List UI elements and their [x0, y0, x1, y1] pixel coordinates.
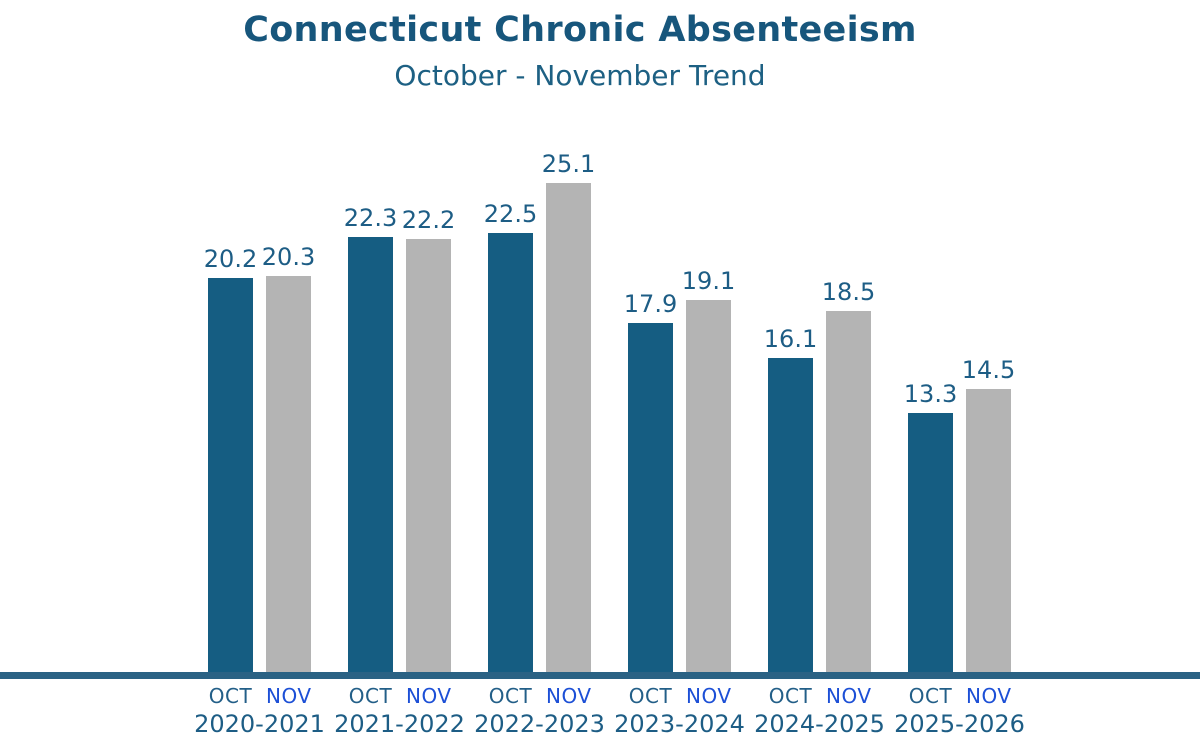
bar-column-oct-2022-2023: 22.5 [484, 200, 537, 672]
bar-nov-2022-2023 [546, 183, 591, 672]
bar-group-2023-2024: 17.9 19.1 [624, 267, 735, 672]
month-label-nov-2020-2021: NOV [266, 684, 312, 708]
value-label-nov-2022-2023: 25.1 [541, 150, 596, 178]
bar-group-2022-2023: 22.5 25.1 [484, 150, 595, 672]
month-labels-2024-2025: OCT NOV [768, 684, 871, 708]
group-label-2024-2025: OCT NOV 2024-2025 [754, 684, 885, 738]
value-label-nov-2021-2022: 22.2 [401, 206, 456, 234]
group-label-2025-2026: OCT NOV 2025-2026 [894, 684, 1025, 738]
year-label-2025-2026: 2025-2026 [894, 710, 1025, 738]
bar-oct-2025-2026 [908, 413, 953, 672]
month-label-nov-2025-2026: NOV [966, 684, 1012, 708]
bar-nov-2020-2021 [266, 276, 311, 672]
bar-oct-2022-2023 [488, 233, 533, 672]
month-labels-2022-2023: OCT NOV [488, 684, 591, 708]
bar-column-oct-2024-2025: 16.1 [764, 325, 817, 672]
bar-column-oct-2023-2024: 17.9 [624, 290, 677, 672]
value-label-oct-2023-2024: 17.9 [623, 290, 678, 318]
month-label-oct-2021-2022: OCT [348, 684, 393, 708]
year-label-2021-2022: 2021-2022 [334, 710, 465, 738]
bar-oct-2021-2022 [348, 237, 393, 672]
value-label-oct-2022-2023: 22.5 [483, 200, 538, 228]
bar-column-nov-2021-2022: 22.2 [402, 206, 455, 672]
bar-column-oct-2021-2022: 22.3 [344, 204, 397, 672]
month-labels-2021-2022: OCT NOV [348, 684, 451, 708]
bar-oct-2020-2021 [208, 278, 253, 672]
bar-nov-2023-2024 [686, 300, 731, 672]
bar-oct-2023-2024 [628, 323, 673, 672]
month-label-nov-2023-2024: NOV [686, 684, 732, 708]
bar-column-oct-2025-2026: 13.3 [904, 380, 957, 672]
group-label-2020-2021: OCT NOV 2020-2021 [194, 684, 325, 738]
month-labels-2025-2026: OCT NOV [908, 684, 1011, 708]
bar-column-oct-2020-2021: 20.2 [204, 245, 257, 672]
year-label-2024-2025: 2024-2025 [754, 710, 885, 738]
value-label-nov-2023-2024: 19.1 [681, 267, 736, 295]
value-label-oct-2024-2025: 16.1 [763, 325, 818, 353]
month-label-nov-2022-2023: NOV [546, 684, 592, 708]
bar-column-nov-2020-2021: 20.3 [262, 243, 315, 672]
x-axis-baseline [0, 672, 1200, 679]
year-label-2022-2023: 2022-2023 [474, 710, 605, 738]
month-label-oct-2020-2021: OCT [208, 684, 253, 708]
bar-oct-2024-2025 [768, 358, 813, 672]
chart-header: Connecticut Chronic Absenteeism October … [0, 10, 1160, 92]
bar-nov-2024-2025 [826, 311, 871, 672]
value-label-nov-2025-2026: 14.5 [961, 356, 1016, 384]
bar-column-nov-2024-2025: 18.5 [822, 278, 875, 672]
value-label-oct-2021-2022: 22.3 [343, 204, 398, 232]
bar-column-nov-2023-2024: 19.1 [682, 267, 735, 672]
month-label-nov-2024-2025: NOV [826, 684, 872, 708]
month-label-oct-2025-2026: OCT [908, 684, 953, 708]
value-label-nov-2020-2021: 20.3 [261, 243, 316, 271]
bar-group-2021-2022: 22.3 22.2 [344, 204, 455, 672]
value-label-oct-2020-2021: 20.2 [203, 245, 258, 273]
bars-row: 20.2 20.3 22.3 22.2 22.5 25.1 17.9 19.1 16.1 18.5… [204, 150, 1015, 672]
chart-subtitle: October - November Trend [394, 59, 766, 92]
bar-group-2024-2025: 16.1 18.5 [764, 278, 875, 672]
chart-title: Connecticut Chronic Absenteeism [243, 10, 917, 50]
month-label-oct-2023-2024: OCT [628, 684, 673, 708]
bar-nov-2025-2026 [966, 389, 1011, 672]
month-label-oct-2024-2025: OCT [768, 684, 813, 708]
year-label-2020-2021: 2020-2021 [194, 710, 325, 738]
group-label-2022-2023: OCT NOV 2022-2023 [474, 684, 605, 738]
bar-column-nov-2022-2023: 25.1 [542, 150, 595, 672]
month-label-oct-2022-2023: OCT [488, 684, 533, 708]
group-label-2023-2024: OCT NOV 2023-2024 [614, 684, 745, 738]
bar-column-nov-2025-2026: 14.5 [962, 356, 1015, 672]
month-labels-2023-2024: OCT NOV [628, 684, 731, 708]
value-label-nov-2024-2025: 18.5 [821, 278, 876, 306]
bar-group-2020-2021: 20.2 20.3 [204, 243, 315, 672]
year-label-2023-2024: 2023-2024 [614, 710, 745, 738]
axis-labels-row: OCT NOV 2020-2021 OCT NOV 2021-2022 OCT NOV 2022… [194, 684, 1025, 738]
bar-group-2025-2026: 13.3 14.5 [904, 356, 1015, 672]
group-label-2021-2022: OCT NOV 2021-2022 [334, 684, 465, 738]
month-labels-2020-2021: OCT NOV [208, 684, 311, 708]
value-label-oct-2025-2026: 13.3 [903, 380, 958, 408]
bar-nov-2021-2022 [406, 239, 451, 672]
month-label-nov-2021-2022: NOV [406, 684, 452, 708]
